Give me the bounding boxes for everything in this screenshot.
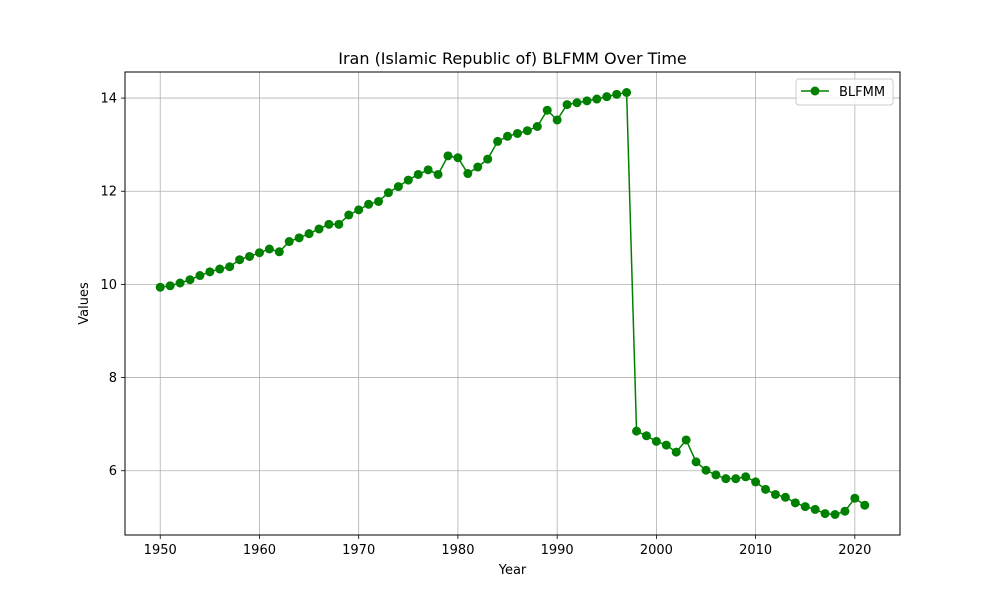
data-point: [840, 506, 850, 516]
data-point: [235, 255, 245, 265]
series-line: [160, 91, 866, 516]
data-point: [493, 136, 503, 146]
data-point: [205, 267, 215, 277]
data-point: [334, 219, 344, 229]
legend-label: BLFMM: [839, 85, 885, 100]
data-point: [225, 262, 235, 272]
data-point: [830, 510, 840, 520]
data-point: [780, 492, 790, 502]
x-tick-label: 2000: [640, 543, 673, 558]
data-point: [790, 498, 800, 508]
data-point: [503, 131, 513, 141]
data-point: [572, 98, 582, 108]
data-point: [314, 224, 324, 234]
grid-lines: [125, 72, 900, 535]
data-point: [374, 196, 384, 206]
data-point: [423, 165, 433, 175]
data-point: [324, 219, 334, 229]
data-point: [681, 435, 691, 445]
data-point: [701, 465, 711, 475]
legend: BLFMM: [795, 78, 894, 106]
data-point: [175, 278, 185, 288]
data-point: [582, 96, 592, 106]
data-point: [552, 115, 562, 125]
data-point: [195, 271, 205, 281]
data-point: [383, 188, 393, 198]
y-tick-label: 12: [100, 185, 117, 200]
chart-title: Iran (Islamic Republic of) BLFMM Over Ti…: [338, 49, 687, 68]
data-point: [850, 493, 860, 503]
y-tick-label: 8: [109, 371, 117, 386]
data-point: [641, 431, 651, 441]
y-tick-label: 10: [100, 278, 117, 293]
data-point: [453, 153, 463, 163]
data-point: [602, 92, 612, 102]
y-tick-label: 6: [109, 464, 117, 479]
data-point: [751, 477, 761, 487]
data-point: [155, 282, 165, 292]
data-point: [512, 128, 522, 138]
data-point: [711, 470, 721, 480]
data-point: [215, 264, 225, 274]
data-point: [592, 94, 602, 104]
data-point: [185, 275, 195, 285]
x-tick-label: 2020: [838, 543, 871, 558]
data-point: [254, 248, 264, 258]
data-point: [820, 509, 830, 519]
data-point: [532, 121, 542, 131]
x-tick-label: 1960: [243, 543, 276, 558]
data-point: [651, 436, 661, 446]
y-tick-label: 14: [100, 92, 117, 107]
data-point: [483, 154, 493, 164]
x-tick-label: 2010: [739, 543, 772, 558]
data-point: [473, 162, 483, 172]
plot-area-frame: [124, 71, 901, 536]
data-point: [731, 474, 741, 484]
x-axis-label: Year: [498, 563, 527, 578]
x-tick-label: 1990: [541, 543, 574, 558]
y-axis-ticks: 6 8 10 12 14: [100, 92, 125, 479]
data-point: [522, 126, 532, 136]
data-point: [761, 484, 771, 494]
data-point: [284, 237, 294, 247]
data-point: [860, 500, 870, 510]
data-point: [661, 440, 671, 450]
legend-marker-swatch: [810, 86, 820, 96]
x-tick-label: 1970: [342, 543, 375, 558]
legend-box: [795, 78, 894, 106]
data-point: [612, 89, 622, 99]
data-point: [393, 182, 403, 192]
x-axis-ticks: 1950 1960 1970 1980 1990 2000 2010 2020: [144, 535, 871, 558]
data-point: [542, 105, 552, 115]
data-point: [304, 229, 314, 239]
data-point: [413, 169, 423, 179]
data-point: [344, 210, 354, 220]
data-point: [671, 447, 681, 457]
data-point: [433, 169, 443, 179]
data-point: [800, 502, 810, 512]
x-tick-label: 1980: [441, 543, 474, 558]
data-point: [622, 87, 632, 97]
data-point: [245, 251, 255, 261]
data-point: [562, 100, 572, 110]
data-point: [632, 426, 642, 436]
data-point: [463, 169, 473, 179]
data-point: [443, 151, 453, 161]
data-point: [810, 504, 820, 514]
y-axis-label: Values: [77, 282, 92, 325]
data-point: [403, 175, 413, 185]
data-point: [691, 457, 701, 467]
data-point: [354, 205, 364, 215]
data-point: [274, 247, 284, 257]
data-point: [294, 233, 304, 243]
data-point: [770, 489, 780, 499]
data-point: [364, 199, 374, 209]
data-point: [264, 244, 274, 254]
x-tick-label: 1950: [144, 543, 177, 558]
series-layer: [155, 87, 870, 520]
data-point: [741, 472, 751, 482]
data-point: [165, 281, 175, 291]
data-point: [721, 474, 731, 484]
